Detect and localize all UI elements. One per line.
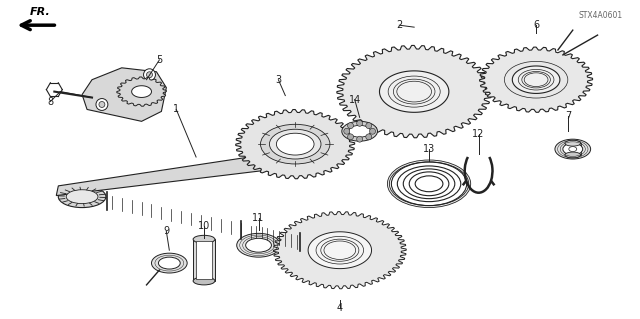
Circle shape: [96, 99, 108, 110]
Text: 3: 3: [275, 75, 282, 85]
Text: FR.: FR.: [30, 7, 51, 17]
Ellipse shape: [563, 143, 582, 155]
Text: 11: 11: [252, 213, 265, 224]
Polygon shape: [116, 77, 166, 106]
Polygon shape: [236, 109, 355, 179]
Circle shape: [356, 136, 363, 142]
Ellipse shape: [152, 253, 187, 273]
Bar: [565, 143, 580, 155]
Text: 8: 8: [47, 97, 53, 107]
Polygon shape: [380, 71, 449, 112]
Circle shape: [344, 128, 349, 134]
Polygon shape: [56, 148, 307, 196]
Ellipse shape: [237, 234, 280, 257]
Ellipse shape: [555, 139, 591, 159]
Circle shape: [356, 120, 363, 126]
Ellipse shape: [565, 152, 580, 158]
Ellipse shape: [246, 238, 271, 252]
Text: 10: 10: [198, 221, 210, 231]
Ellipse shape: [276, 133, 314, 155]
Text: 13: 13: [423, 144, 435, 154]
Ellipse shape: [387, 160, 470, 208]
Polygon shape: [479, 47, 593, 112]
Circle shape: [348, 134, 353, 140]
Polygon shape: [132, 86, 152, 97]
Ellipse shape: [193, 235, 215, 243]
Polygon shape: [512, 66, 560, 93]
Text: 2: 2: [396, 20, 403, 30]
Ellipse shape: [342, 121, 378, 141]
Polygon shape: [268, 128, 323, 160]
Text: 7: 7: [564, 111, 571, 121]
Circle shape: [369, 128, 376, 134]
Text: 6: 6: [533, 20, 539, 30]
Ellipse shape: [193, 277, 215, 285]
Ellipse shape: [569, 147, 577, 152]
Text: 12: 12: [472, 129, 484, 139]
Ellipse shape: [389, 162, 468, 205]
Circle shape: [366, 123, 372, 129]
Text: 14: 14: [349, 94, 361, 105]
Ellipse shape: [159, 257, 180, 269]
Polygon shape: [308, 232, 372, 269]
Ellipse shape: [269, 129, 321, 159]
Bar: [196, 241, 212, 279]
Circle shape: [147, 72, 152, 78]
Polygon shape: [337, 45, 492, 138]
Ellipse shape: [58, 186, 106, 208]
Text: 1: 1: [173, 104, 179, 115]
Text: STX4A0601: STX4A0601: [578, 11, 622, 20]
Text: 9: 9: [163, 226, 170, 236]
Polygon shape: [82, 68, 166, 121]
Circle shape: [99, 101, 105, 108]
Ellipse shape: [349, 125, 371, 137]
Ellipse shape: [260, 124, 330, 164]
Circle shape: [348, 123, 353, 129]
Circle shape: [143, 69, 156, 81]
Text: 4: 4: [337, 303, 343, 313]
Text: 5: 5: [156, 55, 163, 65]
Polygon shape: [273, 211, 406, 289]
Ellipse shape: [66, 190, 98, 204]
Bar: [193, 239, 215, 281]
Ellipse shape: [565, 140, 580, 146]
Circle shape: [366, 134, 372, 140]
